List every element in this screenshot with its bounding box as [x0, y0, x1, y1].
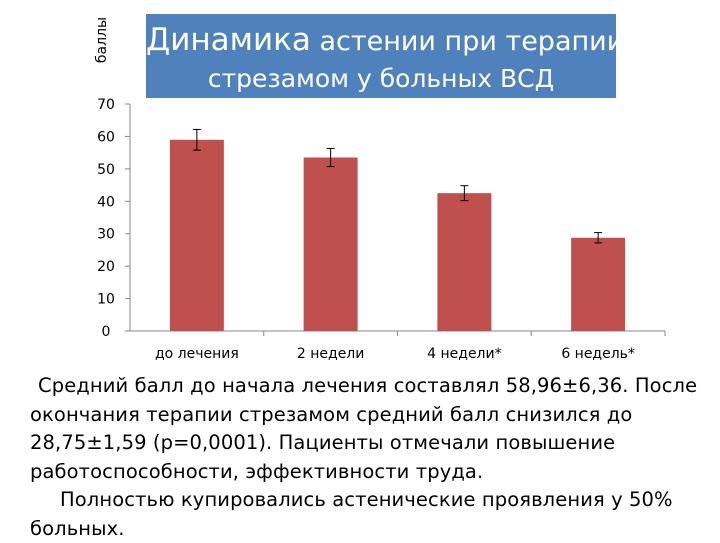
y-tick-label: 30	[97, 227, 115, 243]
y-tick-label: 60	[97, 129, 115, 145]
y-tick-label: 10	[97, 292, 115, 308]
bar	[437, 193, 492, 331]
x-tick-label: 2 недели	[297, 346, 364, 360]
description-paragraph-2: Полностью купировались астенические проя…	[30, 488, 673, 540]
chart-title: Динамика астении при терапии стрезамом у…	[146, 14, 624, 98]
chart-title-rest: астении при терапии	[319, 26, 625, 57]
y-tick-label: 40	[97, 194, 115, 210]
bar	[571, 237, 626, 331]
y-tick-label: 20	[97, 259, 115, 275]
y-tick-label: 50	[97, 162, 115, 178]
description-text: Средний балл до начала лечения составлял…	[30, 372, 700, 543]
bar-chart: 0 10 20 30 40 50 60 70 до лечения 2 недели 4 недел…	[97, 97, 666, 360]
y-tick-label: 70	[97, 97, 115, 113]
chart-title-word: Динамика	[146, 22, 311, 58]
x-tick-label: до лечения	[155, 346, 239, 360]
bar	[303, 157, 358, 331]
y-axis-label: баллы	[94, 16, 110, 64]
x-tick-label: 4 недели*	[427, 346, 501, 360]
description-paragraph-1: Средний балл до начала лечения составлял…	[30, 374, 698, 483]
chart-title-line-2: стрезамом у больных ВСД	[207, 64, 555, 93]
x-tick-label: 6 недель*	[561, 346, 635, 360]
bar	[169, 139, 224, 331]
y-tick-label: 0	[102, 324, 111, 340]
chart-title-line-1: Динамика астении при терапии	[146, 22, 624, 58]
